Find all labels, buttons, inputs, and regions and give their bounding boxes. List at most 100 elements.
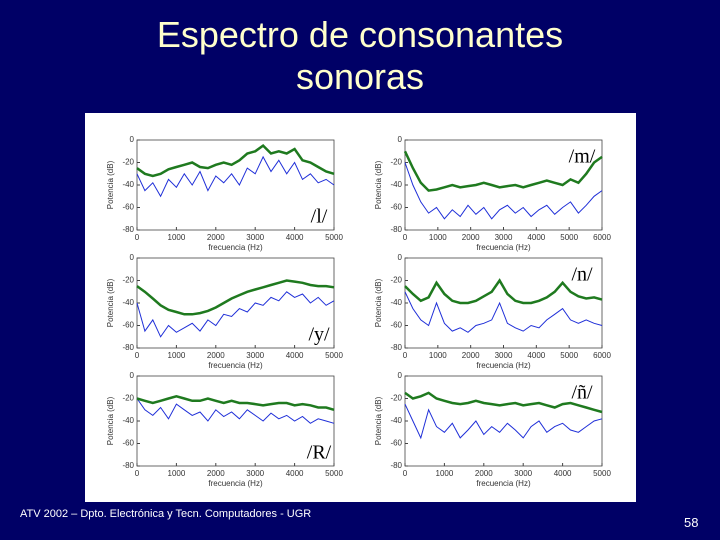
y-axis-label: Potencia (dB) <box>106 396 115 445</box>
x-tick-label: 0 <box>135 469 140 478</box>
chart: 0-20-40-60-800 1000 2000 3000 4000 5000frecue… <box>106 371 343 488</box>
x-axis-label: frecuencia (Hz) <box>208 361 263 370</box>
y-axis-label: Potencia (dB) <box>374 160 383 209</box>
x-tick-label: 6000 <box>593 351 611 360</box>
x-tick-label: 2000 <box>462 233 480 242</box>
y-axis-label: Potencia (dB) <box>106 160 115 209</box>
y-tick-label: 0 <box>130 371 135 380</box>
x-tick-label: 6000 <box>593 233 611 242</box>
spectrum-line <box>136 155 335 198</box>
x-tick-label: 4000 <box>527 233 545 242</box>
phoneme-label: /l/ <box>311 206 328 228</box>
x-tick-label: 1000 <box>429 233 447 242</box>
y-tick-label: -40 <box>122 298 134 307</box>
x-tick-label: 3000 <box>495 233 513 242</box>
y-tick-label: -60 <box>390 203 402 212</box>
spectrum-line <box>404 278 603 305</box>
y-tick-label: -20 <box>390 276 402 285</box>
x-tick-label: 0 <box>403 233 408 242</box>
x-tick-label: 0 <box>135 351 140 360</box>
spectrum-line <box>404 291 603 333</box>
x-tick-label: 3000 <box>514 469 532 478</box>
x-tick-label: 4000 <box>554 469 572 478</box>
x-tick-label: 5000 <box>560 351 578 360</box>
x-tick-label: 5000 <box>560 233 578 242</box>
y-tick-label: -20 <box>390 394 402 403</box>
x-tick-label: 1000 <box>168 469 186 478</box>
y-tick-label: -20 <box>122 158 134 167</box>
phoneme-label: /y/ <box>308 324 330 346</box>
x-tick-label: 5000 <box>325 233 343 242</box>
chart: 0-20-40-60-800 1000 2000 3000 4000 5000 6000fr… <box>374 253 611 370</box>
phoneme-label: /ñ/ <box>571 382 593 404</box>
x-axis-label: frecuencia (Hz) <box>476 361 531 370</box>
x-tick-label: 0 <box>135 233 140 242</box>
y-tick-label: -20 <box>122 276 134 285</box>
y-tick-label: -40 <box>390 180 402 189</box>
x-axis-label: frecuencia (Hz) <box>476 243 531 252</box>
spectrum-line <box>136 398 335 424</box>
x-tick-label: 5000 <box>325 469 343 478</box>
x-axis-label: frecuencia (Hz) <box>476 479 531 488</box>
x-tick-label: 3000 <box>246 233 264 242</box>
x-tick-label: 5000 <box>593 469 611 478</box>
y-tick-label: -60 <box>122 439 134 448</box>
spectrum-line <box>136 279 335 316</box>
y-tick-label: -40 <box>122 180 134 189</box>
footer: ATV 2002 – Dpto. Electrónica y Tecn. Com… <box>20 508 312 520</box>
chart: 0-20-40-60-800 1000 2000 3000 4000 5000frecue… <box>106 253 343 370</box>
x-tick-label: 1000 <box>436 469 454 478</box>
y-tick-label: 0 <box>398 135 403 144</box>
y-axis-label: Potencia (dB) <box>374 278 383 327</box>
x-tick-label: 3000 <box>246 469 264 478</box>
y-tick-label: -40 <box>390 298 402 307</box>
x-tick-label: 1000 <box>168 351 186 360</box>
spectrum-line <box>136 291 335 338</box>
x-tick-label: 1000 <box>168 233 186 242</box>
spectrum-line <box>404 403 603 440</box>
y-tick-label: -80 <box>122 461 134 470</box>
y-tick-label: -60 <box>390 321 402 330</box>
x-tick-label: 4000 <box>527 351 545 360</box>
y-tick-label: -80 <box>390 225 402 234</box>
x-tick-label: 3000 <box>495 351 513 360</box>
y-tick-label: -80 <box>122 343 134 352</box>
x-tick-label: 4000 <box>286 351 304 360</box>
y-tick-label: -40 <box>122 416 134 425</box>
spectrum-line <box>136 143 335 178</box>
x-axis-label: frecuencia (Hz) <box>208 243 263 252</box>
x-tick-label: 2000 <box>475 469 493 478</box>
y-tick-label: -80 <box>390 343 402 352</box>
spectrum-line <box>404 162 603 220</box>
phoneme-label: /n/ <box>571 264 593 286</box>
panel <box>85 113 636 502</box>
y-tick-label: -80 <box>390 461 402 470</box>
chart: 0-20-40-60-800 1000 2000 3000 4000 5000frecue… <box>374 371 611 488</box>
y-tick-label: -40 <box>390 416 402 425</box>
x-tick-label: 0 <box>403 469 408 478</box>
phoneme-label: /R/ <box>307 442 332 464</box>
slide-title: Espectro de consonantes sonoras <box>156 14 564 97</box>
spectrum-line <box>403 150 603 192</box>
x-tick-label: 2000 <box>462 351 480 360</box>
y-tick-label: -60 <box>390 439 402 448</box>
chart: 0-20-40-60-800 1000 2000 3000 4000 5000frecue… <box>106 135 343 252</box>
x-tick-label: 5000 <box>325 351 343 360</box>
y-tick-label: -60 <box>122 321 134 330</box>
y-tick-label: 0 <box>398 371 403 380</box>
x-tick-label: 4000 <box>286 469 304 478</box>
y-tick-label: -20 <box>390 158 402 167</box>
y-tick-label: -60 <box>122 203 134 212</box>
y-tick-label: -80 <box>122 225 134 234</box>
x-tick-label: 2000 <box>207 233 225 242</box>
x-tick-label: 2000 <box>207 351 225 360</box>
x-tick-label: 1000 <box>429 351 447 360</box>
y-tick-label: 0 <box>398 253 403 262</box>
x-tick-label: 2000 <box>207 469 225 478</box>
spectrum-line <box>136 395 335 412</box>
page-number: 58 <box>684 515 699 530</box>
y-axis-label: Potencia (dB) <box>106 278 115 327</box>
spectrum-line <box>404 391 603 414</box>
x-tick-label: 3000 <box>246 351 264 360</box>
